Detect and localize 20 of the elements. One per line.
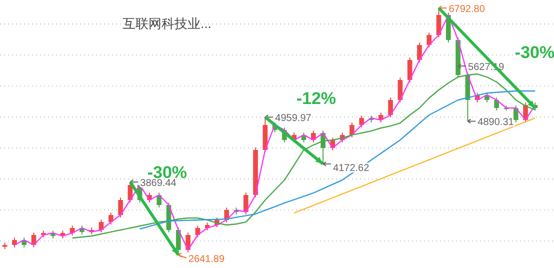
candlestick — [108, 212, 114, 225]
candlestick — [156, 192, 162, 208]
candlestick — [176, 227, 181, 256]
annotation: 2641.89 — [188, 254, 225, 265]
candlestick — [243, 192, 248, 215]
candlestick — [359, 115, 364, 128]
annotation: 4890.31 — [478, 117, 514, 128]
annotation: 4959.97 — [275, 113, 312, 124]
candlestick — [513, 105, 518, 123]
candlestick — [12, 237, 17, 248]
candlestick — [118, 197, 123, 218]
text: 互联网科技业... — [122, 16, 212, 31]
candlestick — [417, 42, 422, 63]
annotation: 6792.80 — [448, 4, 486, 15]
candlestick — [388, 97, 393, 118]
candlestick — [426, 32, 432, 48]
candlestick — [350, 122, 354, 138]
candlestick — [494, 97, 500, 111]
annotation: -12% — [296, 89, 336, 108]
annotation: -30% — [514, 43, 554, 62]
